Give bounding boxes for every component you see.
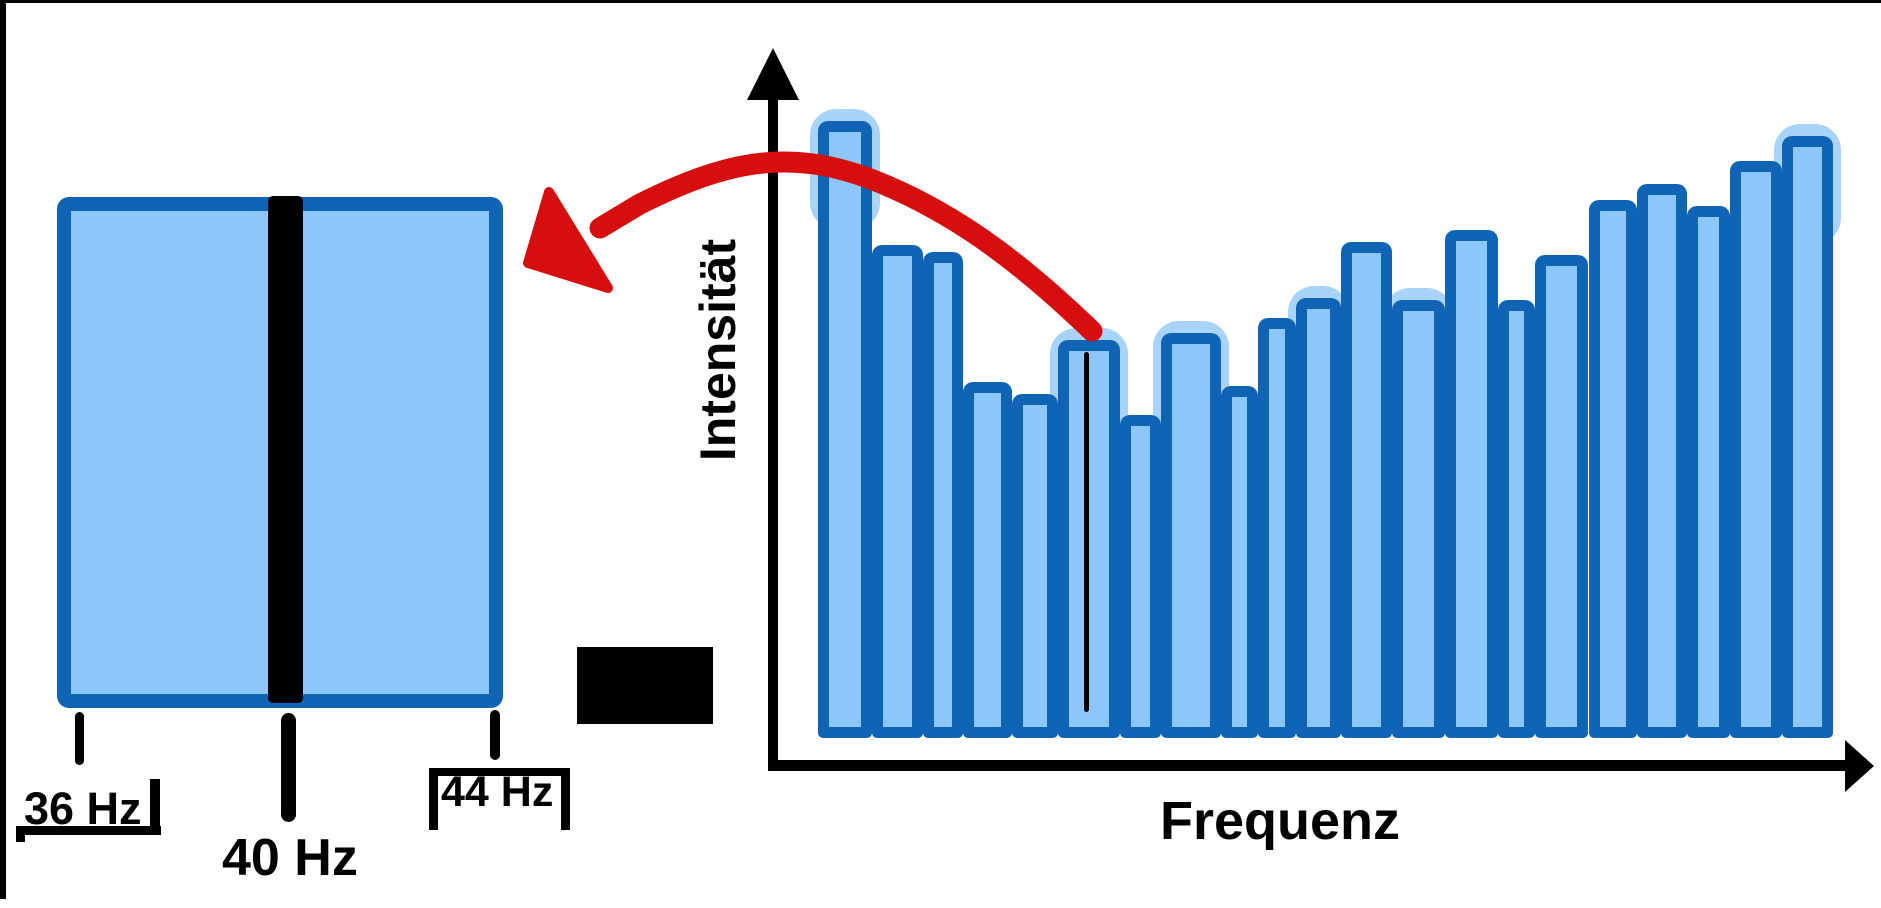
page-border-top [0,0,1881,3]
bracket-36hz-underline [16,826,161,835]
label-36hz: 36 Hz [24,783,142,834]
bar-13 [1392,300,1445,738]
tick-36hz [75,712,84,765]
bar-5 [1012,394,1058,738]
bar-9 [1221,386,1258,738]
x-axis-line [768,760,1845,771]
bar-20 [1730,161,1782,738]
bar-19 [1687,206,1730,738]
highlighted-bar-center-line [1084,352,1089,712]
bar-17 [1589,200,1637,738]
bracket-44hz-top [429,768,570,776]
label-40hz: 40 Hz [222,829,358,887]
bracket-36hz-riser [150,779,160,835]
bar-18 [1637,184,1687,738]
bar-1 [818,121,872,738]
y-axis-line [768,96,778,770]
bar-2 [872,245,923,738]
y-axis-arrowhead-icon [747,48,799,100]
tick-40hz [281,713,296,822]
bar-7 [1120,415,1161,738]
bracket-44hz-left [429,768,438,830]
bar-15 [1498,300,1535,738]
page-border-left [0,0,6,899]
bar-8 [1161,333,1221,738]
x-axis-arrowhead-icon [1845,740,1874,792]
bar-4 [963,382,1012,738]
bar-14 [1445,230,1498,738]
bar-10 [1258,318,1296,738]
tick-44hz [490,710,500,760]
bracket-36hz-foot [16,833,25,842]
label-44hz: 44 Hz [441,768,554,816]
bar-3 [923,252,963,738]
bar-11 [1296,298,1341,738]
bar-16 [1535,255,1588,738]
bar-12 [1341,242,1392,738]
bar-6-highlighted [1058,340,1120,738]
bar-21 [1782,136,1833,738]
channel-center-frequency-bar [268,196,303,703]
black-rectangle-marker [577,647,713,724]
x-axis-label: Frequenz [1159,791,1401,851]
bracket-44hz-right [561,768,570,830]
